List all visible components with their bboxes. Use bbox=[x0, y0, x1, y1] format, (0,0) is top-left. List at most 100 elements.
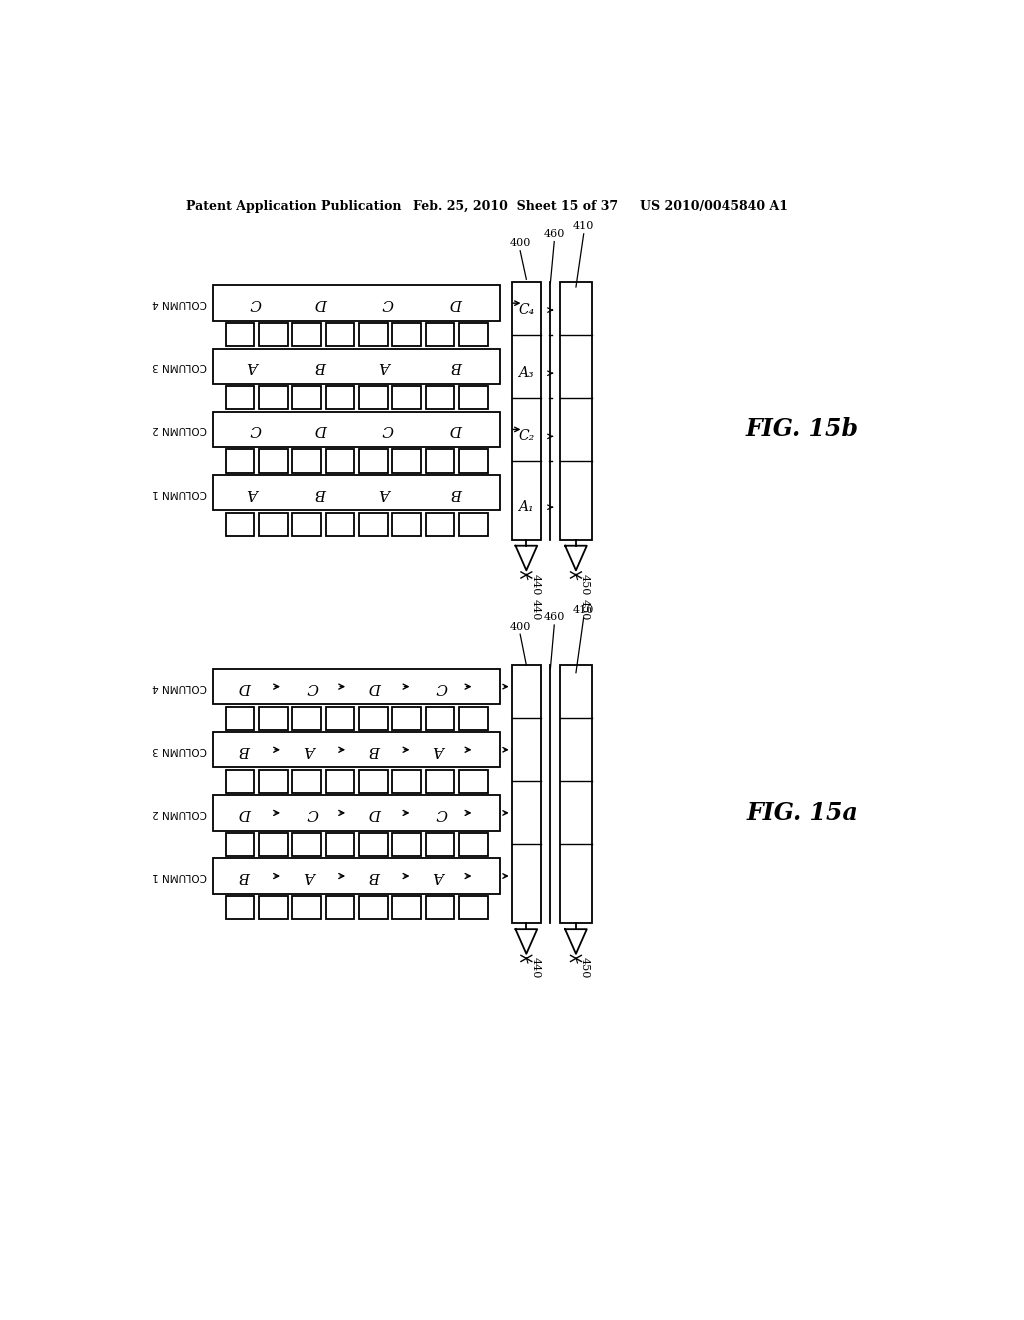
Bar bbox=[259, 450, 288, 473]
Text: C: C bbox=[382, 422, 393, 437]
Bar bbox=[426, 896, 455, 919]
Bar bbox=[459, 387, 487, 409]
Text: D: D bbox=[452, 422, 464, 437]
Bar bbox=[512, 281, 541, 540]
Text: B: B bbox=[371, 743, 382, 756]
Text: D: D bbox=[452, 296, 464, 310]
Text: A: A bbox=[307, 743, 317, 756]
Bar bbox=[512, 665, 541, 923]
Text: Patent Application Publication: Patent Application Publication bbox=[186, 199, 401, 213]
Bar bbox=[459, 450, 487, 473]
Text: C: C bbox=[436, 807, 447, 820]
Bar bbox=[459, 833, 487, 857]
Bar bbox=[326, 450, 354, 473]
Bar bbox=[225, 833, 254, 857]
Text: COLUMN 2: COLUMN 2 bbox=[153, 425, 207, 434]
Bar bbox=[213, 858, 500, 894]
Bar bbox=[326, 387, 354, 409]
Bar bbox=[560, 665, 592, 923]
Bar bbox=[359, 450, 388, 473]
Bar bbox=[292, 323, 321, 346]
Bar bbox=[560, 281, 592, 540]
Text: COLUMN 3: COLUMN 3 bbox=[153, 362, 207, 371]
Text: COLUMN 3: COLUMN 3 bbox=[153, 744, 207, 755]
Text: D: D bbox=[315, 296, 328, 310]
Text: B: B bbox=[241, 869, 252, 883]
Bar bbox=[426, 512, 455, 536]
Text: C₂: C₂ bbox=[518, 429, 535, 444]
Bar bbox=[392, 896, 421, 919]
Bar bbox=[292, 450, 321, 473]
Text: COLUMN 4: COLUMN 4 bbox=[153, 298, 207, 308]
Text: B: B bbox=[452, 359, 463, 374]
Bar bbox=[426, 387, 455, 409]
Bar bbox=[326, 833, 354, 857]
Text: D: D bbox=[240, 680, 252, 693]
Bar bbox=[392, 323, 421, 346]
Bar bbox=[259, 770, 288, 793]
Text: 460: 460 bbox=[544, 612, 565, 622]
Bar bbox=[392, 450, 421, 473]
Text: FIG. 15b: FIG. 15b bbox=[745, 417, 859, 441]
Bar bbox=[359, 896, 388, 919]
Bar bbox=[326, 323, 354, 346]
Text: 440: 440 bbox=[530, 573, 541, 595]
Bar bbox=[213, 412, 500, 447]
Text: COLUMN 4: COLUMN 4 bbox=[153, 681, 207, 692]
Bar bbox=[213, 733, 500, 767]
Bar bbox=[225, 450, 254, 473]
Bar bbox=[292, 512, 321, 536]
Bar bbox=[392, 770, 421, 793]
Text: 400: 400 bbox=[510, 238, 530, 248]
Bar bbox=[459, 512, 487, 536]
Bar bbox=[225, 512, 254, 536]
Bar bbox=[359, 706, 388, 730]
Text: 440: 440 bbox=[530, 598, 541, 620]
Text: C: C bbox=[382, 296, 393, 310]
Bar bbox=[259, 323, 288, 346]
Text: COLUMN 1: COLUMN 1 bbox=[153, 487, 207, 498]
Bar bbox=[426, 833, 455, 857]
Text: Feb. 25, 2010  Sheet 15 of 37: Feb. 25, 2010 Sheet 15 of 37 bbox=[414, 199, 618, 213]
Bar bbox=[259, 833, 288, 857]
Text: 450: 450 bbox=[580, 598, 590, 620]
Text: A: A bbox=[251, 359, 261, 374]
Bar bbox=[459, 896, 487, 919]
Bar bbox=[359, 512, 388, 536]
Bar bbox=[359, 770, 388, 793]
Text: C: C bbox=[250, 296, 262, 310]
Text: B: B bbox=[452, 486, 463, 499]
Text: D: D bbox=[315, 422, 328, 437]
Bar bbox=[359, 323, 388, 346]
Text: FIG. 15a: FIG. 15a bbox=[746, 801, 858, 825]
Text: D: D bbox=[370, 680, 382, 693]
Bar bbox=[426, 770, 455, 793]
Bar bbox=[225, 706, 254, 730]
Text: C: C bbox=[306, 807, 318, 820]
Bar bbox=[225, 323, 254, 346]
Bar bbox=[359, 387, 388, 409]
Text: B: B bbox=[241, 743, 252, 756]
Bar bbox=[259, 896, 288, 919]
Bar bbox=[326, 770, 354, 793]
Text: C: C bbox=[306, 680, 318, 693]
Bar bbox=[459, 770, 487, 793]
Text: 450: 450 bbox=[580, 573, 590, 595]
Bar bbox=[259, 512, 288, 536]
Bar bbox=[426, 450, 455, 473]
Text: B: B bbox=[316, 359, 328, 374]
Text: B: B bbox=[316, 486, 328, 499]
Bar bbox=[225, 770, 254, 793]
Text: 450: 450 bbox=[580, 957, 590, 978]
Bar bbox=[359, 833, 388, 857]
Text: COLUMN 1: COLUMN 1 bbox=[153, 871, 207, 880]
Text: 410: 410 bbox=[573, 605, 594, 615]
Bar bbox=[225, 387, 254, 409]
Bar bbox=[392, 512, 421, 536]
Bar bbox=[426, 706, 455, 730]
Text: 400: 400 bbox=[510, 622, 530, 631]
Bar bbox=[213, 795, 500, 830]
Text: US 2010/0045840 A1: US 2010/0045840 A1 bbox=[640, 199, 787, 213]
Text: A₃: A₃ bbox=[518, 366, 535, 380]
Bar bbox=[225, 896, 254, 919]
